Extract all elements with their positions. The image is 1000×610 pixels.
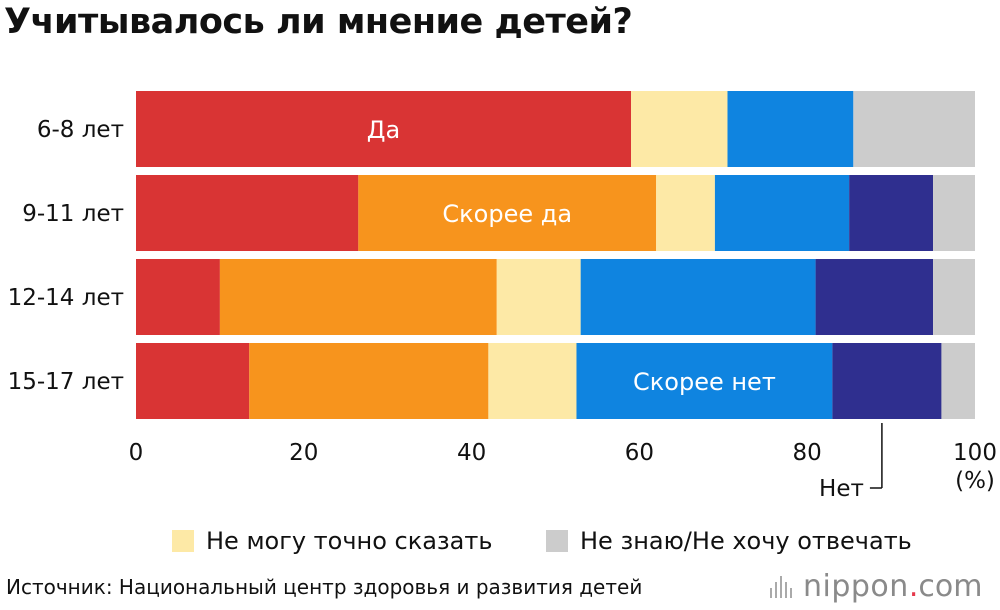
bar-seg-row3-series5	[941, 343, 975, 419]
bar-seg-row2-series5	[933, 259, 975, 335]
legend-swatch-no-answer	[546, 530, 568, 552]
bar-seg-row3-series2	[488, 343, 577, 419]
source-note: Источник: Национальный центр здоровья и …	[6, 575, 643, 599]
bar-seg-row1-series1	[358, 175, 657, 251]
bar-seg-row0-series5	[853, 91, 975, 167]
x-tick-60: 60	[625, 440, 654, 466]
bar-seg-row3-series4	[832, 343, 942, 419]
bar-seg-row2-series4	[815, 259, 934, 335]
legend-item-no-answer: Не знаю/Не хочу отвечать	[546, 526, 912, 556]
y-axis-labels: 6-8 лет 9-11 лет 12-14 лет 15-17 лет	[8, 117, 124, 395]
x-tick-20: 20	[289, 440, 318, 466]
legend-label-no-answer: Не знаю/Не хочу отвечать	[580, 527, 912, 555]
x-axis-ticks: 0 20 40 60 80 100	[129, 440, 997, 466]
y-label-row3: 15-17 лет	[8, 369, 124, 395]
x-tick-0: 0	[129, 440, 144, 466]
bar-seg-row1-series2	[656, 175, 715, 251]
x-tick-100: 100	[953, 440, 997, 466]
callout-label: Нет	[819, 476, 864, 502]
bar-label-0: Да	[367, 116, 400, 144]
bar-seg-row3-series3	[576, 343, 833, 419]
bars-group	[136, 91, 975, 419]
bar-seg-row2-series3	[580, 259, 816, 335]
y-label-row0: 6-8 лет	[37, 117, 124, 143]
y-label-row1: 9-11 лет	[22, 201, 124, 227]
bar-seg-row1-series0	[136, 175, 359, 251]
brand-name: nippon	[803, 568, 909, 604]
bar-seg-row2-series0	[136, 259, 220, 335]
bar-seg-row0-series0	[136, 91, 632, 167]
legend-item-unsure: Не могу точно сказать	[172, 526, 493, 556]
bar-seg-row1-series4	[849, 175, 934, 251]
stacked-bar-chart: 6-8 лет 9-11 лет 12-14 лет 15-17 лет 0 20 40 6…	[8, 91, 997, 502]
brand-logo: nippon. com	[770, 566, 982, 606]
bar-label-2: Скорее нет	[633, 368, 776, 396]
y-label-row2: 12-14 лет	[8, 285, 124, 311]
bar-seg-row0-series2	[631, 91, 728, 167]
bar-seg-row0-series3	[727, 91, 854, 167]
brand-bars-icon	[770, 574, 795, 598]
bar-seg-row1-series5	[933, 175, 975, 251]
net-callout: Нет	[819, 423, 883, 502]
bar-seg-row1-series3	[714, 175, 850, 251]
brand-dot: .	[908, 568, 919, 604]
bar-seg-row3-series1	[249, 343, 489, 419]
bar-seg-row3-series0	[136, 343, 250, 419]
bar-seg-row2-series1	[219, 259, 497, 335]
x-tick-40: 40	[457, 440, 486, 466]
legend-label-unsure: Не могу точно сказать	[206, 527, 493, 555]
chart-title: Учитывалось ли мнение детей?	[4, 2, 633, 42]
x-tick-80: 80	[793, 440, 822, 466]
bar-seg-row2-series2	[496, 259, 581, 335]
brand-tld: com	[918, 568, 983, 604]
x-axis-unit: (%)	[955, 468, 995, 494]
bar-labels: Да Скорее да Скорее нет	[367, 116, 776, 396]
legend-swatch-unsure	[172, 530, 194, 552]
bar-label-1: Скорее да	[442, 200, 572, 228]
